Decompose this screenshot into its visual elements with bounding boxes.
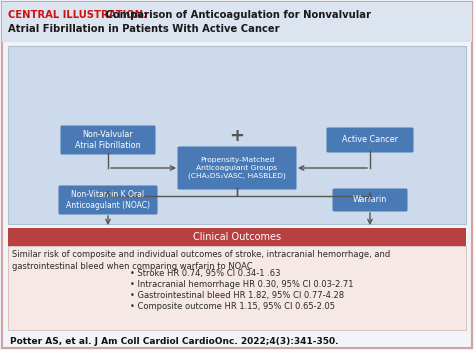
Text: Similar risk of composite and individual outcomes of stroke, intracranial hemorr: Similar risk of composite and individual… bbox=[12, 250, 390, 271]
FancyBboxPatch shape bbox=[332, 189, 408, 211]
FancyBboxPatch shape bbox=[8, 228, 466, 246]
FancyBboxPatch shape bbox=[177, 147, 297, 189]
Text: Active Cancer: Active Cancer bbox=[342, 135, 398, 145]
Text: • Intracranial hemorrhage HR 0.30, 95% CI 0.03-2.71: • Intracranial hemorrhage HR 0.30, 95% C… bbox=[130, 280, 354, 289]
Text: • Composite outcome HR 1.15, 95% CI 0.65-2.05: • Composite outcome HR 1.15, 95% CI 0.65… bbox=[130, 302, 335, 311]
Text: • Gastrointestinal bleed HR 1.82, 95% CI 0.77-4.28: • Gastrointestinal bleed HR 1.82, 95% CI… bbox=[130, 291, 344, 300]
FancyBboxPatch shape bbox=[8, 246, 466, 330]
Text: Atrial Fibrillation in Patients With Active Cancer: Atrial Fibrillation in Patients With Act… bbox=[8, 24, 280, 34]
FancyBboxPatch shape bbox=[2, 2, 472, 42]
Text: Potter AS, et al. J Am Coll Cardiol CardioOnc. 2022;4(3):341-350.: Potter AS, et al. J Am Coll Cardiol Card… bbox=[10, 337, 338, 346]
Text: Warfarin: Warfarin bbox=[353, 196, 387, 204]
Text: Propensity-Matched
Anticoagulant Groups
(CHA₂DS₂VASC, HASBLED): Propensity-Matched Anticoagulant Groups … bbox=[188, 157, 286, 179]
Text: • Stroke HR 0.74, 95% CI 0.34-1 .63: • Stroke HR 0.74, 95% CI 0.34-1 .63 bbox=[130, 269, 281, 278]
FancyBboxPatch shape bbox=[327, 127, 413, 153]
Text: CENTRAL ILLUSTRATION:: CENTRAL ILLUSTRATION: bbox=[8, 10, 147, 20]
FancyBboxPatch shape bbox=[58, 186, 157, 215]
Text: Comparison of Anticoagulation for Nonvalvular: Comparison of Anticoagulation for Nonval… bbox=[102, 10, 371, 20]
FancyBboxPatch shape bbox=[8, 46, 466, 224]
Text: Non-Valvular
Atrial Fibrillation: Non-Valvular Atrial Fibrillation bbox=[75, 130, 141, 150]
FancyBboxPatch shape bbox=[61, 126, 155, 154]
Text: Non-Vitamin K Oral
Anticoagulant (NOAC): Non-Vitamin K Oral Anticoagulant (NOAC) bbox=[66, 190, 150, 210]
Text: Clinical Outcomes: Clinical Outcomes bbox=[193, 232, 281, 242]
Text: +: + bbox=[229, 127, 245, 145]
